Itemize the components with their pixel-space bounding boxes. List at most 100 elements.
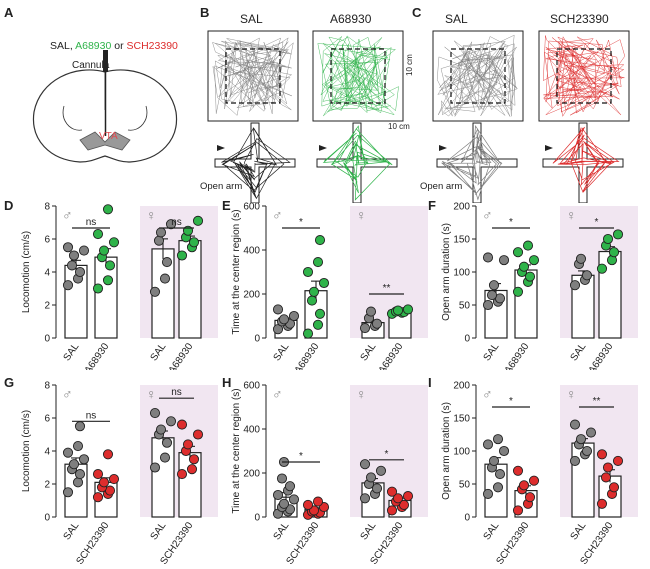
data-point [161,437,173,448]
c-sch-track [552,126,620,193]
y-tick-label: 100 [453,447,470,458]
significance-label: * [299,217,303,228]
label-sal: SAL, [50,40,73,52]
data-point [392,493,404,504]
data-point [278,498,290,509]
x-tick-label: SAL [272,520,292,542]
y-axis-label: Time at the center region (s) [231,209,242,334]
data-point [72,441,84,452]
c-sal-arena [432,30,524,122]
panel-letter-e: E [222,198,231,213]
data-point [371,483,383,494]
data-point [371,318,383,329]
b-a68930-center-zone [330,48,386,104]
c-title-sch23390: SCH23390 [550,12,609,26]
data-point [518,261,530,272]
significance-label: ** [593,396,601,407]
female-symbol: ♀ [566,207,577,223]
data-point [66,260,78,271]
data-point [68,250,80,261]
data-point [188,454,200,465]
c-sal-arrow-top [439,145,447,151]
male-symbol: ♂ [272,207,283,223]
data-point [186,464,198,475]
data-point [494,469,506,480]
data-point [192,429,204,440]
data-point [188,237,200,248]
data-point [522,240,534,251]
data-point [488,280,500,291]
data-point [498,445,510,457]
y-tick-label: 0 [464,513,470,524]
data-point [512,286,524,297]
data-point [314,235,326,246]
data-point [176,419,188,430]
data-point [278,314,290,325]
data-point [402,491,414,502]
injection-label: SAL, A68930 or SCH23390 [50,40,178,52]
data-point [365,472,377,483]
data-point [149,407,161,419]
label-sch23390: SCH23390 [126,40,178,52]
y-axis-label: Open arm duration (s) [441,223,452,321]
data-point [276,473,288,484]
data-point [512,465,524,476]
data-point [102,275,114,286]
data-point [155,424,167,435]
data-point [524,492,536,503]
data-point [318,277,330,289]
label-or: or [114,40,124,52]
c-sal-track [436,34,518,117]
data-point [512,247,524,258]
y-tick-label: 200 [453,381,470,392]
y-tick-label: 0 [254,513,260,524]
data-point [569,280,581,291]
data-point [492,434,504,445]
y-tick-label: 150 [453,414,470,425]
data-point [528,255,540,266]
data-point [312,496,324,507]
panel-letter-f: F [428,198,436,213]
significance-label: ns [171,217,182,228]
data-point [585,427,597,438]
y-tick-label: 2 [44,301,50,312]
data-point [176,469,188,480]
significance-label: ns [86,217,97,228]
y-tick-label: 8 [44,202,50,213]
x-tick-label: A68930 [587,341,616,370]
x-tick-label: A68930 [377,341,406,370]
data-point [524,271,536,282]
data-point [569,419,581,430]
significance-label: ns [171,387,182,398]
data-point [602,233,614,245]
x-tick-label: A68930 [167,341,196,370]
data-point [98,477,110,488]
male-symbol: ♂ [272,386,283,402]
c-sch-track [543,35,626,118]
cannula-label: Cannula [72,60,110,71]
data-point [78,454,90,465]
x-tick-label: SAL [359,341,379,363]
b-sal-track [221,127,291,200]
data-point [482,439,494,450]
x-tick-label: A68930 [83,341,112,370]
b-title-sal: SAL [240,12,263,26]
data-point [153,235,165,246]
data-point [488,455,500,466]
b-a68930-track [322,125,393,201]
data-point [102,204,114,215]
data-point [102,449,114,460]
y-tick-label: 0 [254,334,260,345]
data-point [74,469,86,480]
data-point [359,493,371,504]
brain-schematic [32,50,178,163]
data-point [98,245,110,256]
x-tick-label: SAL [359,520,379,542]
x-tick-label: SAL [149,520,169,542]
data-point [92,283,104,294]
x-tick-label: SAL [482,520,502,542]
data-point [302,266,314,278]
